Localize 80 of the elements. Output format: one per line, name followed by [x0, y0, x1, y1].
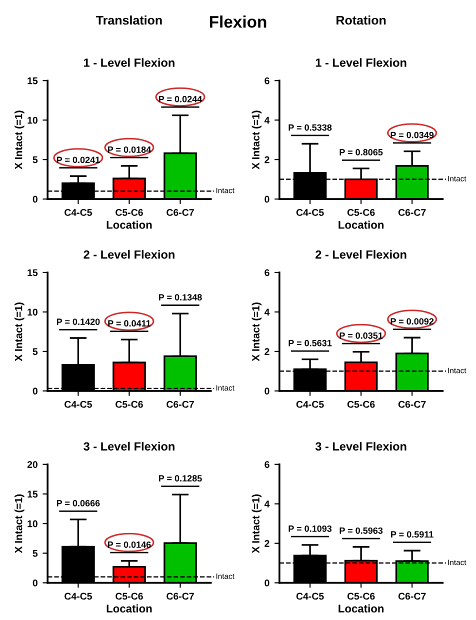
y-tick-label: 0: [32, 388, 38, 395]
y-tick-label: 6: [264, 77, 270, 84]
annotation: P = 0.8065: [340, 149, 383, 156]
y-tick-label: 5: [32, 550, 38, 557]
y-tick-label: 0: [32, 580, 38, 586]
chart-title: 3 - Level Flexion: [315, 442, 406, 451]
y-axis-title: X Intact (=1): [252, 110, 262, 170]
x-tick-label: C5-C6: [116, 400, 143, 408]
chart-title: 1 - Level Flexion: [84, 58, 174, 67]
y-tick-label: 5: [32, 156, 38, 164]
y-tick-label: 10: [28, 308, 38, 316]
x-tick-label: C6-C7: [166, 209, 194, 216]
x-tick-label: C6-C7: [398, 592, 426, 600]
x-tick-label: C5-C6: [347, 400, 375, 408]
annotation: P = 0.5631: [288, 340, 332, 346]
y-tick-label: 0: [264, 196, 270, 203]
annotation: P = 0.0241: [56, 156, 100, 164]
chart-title: 2 - Level Flexion: [84, 250, 174, 259]
x-axis-title: Location: [338, 220, 384, 229]
text: Flexion: [210, 16, 266, 28]
annotation: P = 0.5963: [340, 527, 383, 534]
annotation: P = 0.0411: [108, 320, 151, 327]
x-tick-label: C5-C6: [347, 592, 375, 600]
y-tick-label: 2: [264, 348, 270, 355]
annotation: P = 0.1285: [158, 475, 202, 482]
y-axis-title: X Intact (=1): [14, 494, 24, 554]
y-tick-label: 15: [28, 269, 38, 276]
x-tick-label: C4-C5: [64, 209, 92, 216]
x-tick-label: C6-C7: [398, 209, 426, 216]
chart-title: 1 - Level Flexion: [316, 58, 406, 67]
y-tick-label: 4: [264, 500, 270, 508]
y-axis-title: X Intact (=1): [14, 302, 24, 362]
y-tick-label: 15: [28, 490, 38, 498]
y-tick-label: 4: [264, 308, 270, 316]
y-tick-label: 0: [264, 388, 270, 395]
annotation: P = 0.5911: [391, 531, 434, 538]
x-axis-title: Location: [106, 220, 152, 229]
y-tick-label: 20: [27, 461, 38, 468]
y-tick-label: 6: [264, 269, 270, 276]
x-tick-label: C4-C5: [296, 209, 324, 216]
annotation: P = 0.5338: [288, 124, 332, 131]
x-tick-label: C4-C5: [64, 592, 92, 600]
x-tick-label: C4-C5: [296, 400, 324, 408]
y-tick-label: 2: [264, 540, 270, 547]
x-tick-label: C5-C6: [347, 209, 375, 216]
x-tick-label: C5-C6: [116, 592, 143, 600]
annotation: P = 0.0349: [390, 132, 434, 138]
x-tick-label: C6-C7: [166, 400, 194, 408]
annotation: P = 0.1093: [288, 525, 332, 532]
y-tick-label: 0: [264, 580, 270, 586]
y-tick-label: 4: [264, 116, 270, 124]
y-tick-label: 5: [32, 348, 38, 356]
annotation: P = 0.0244: [158, 96, 202, 102]
y-axis-title: X Intact (=1): [252, 494, 262, 554]
annotation: P = 0.0666: [56, 500, 100, 506]
chart-title: 3 - Level Flexion: [84, 442, 174, 451]
y-tick-label: 10: [28, 116, 38, 124]
x-tick-label: C5-C6: [116, 209, 143, 216]
y-tick-label: 0: [32, 196, 38, 203]
chart-title: 2 - Level Flexion: [316, 250, 406, 259]
y-axis-title: X Intact (=1): [252, 302, 262, 362]
x-axis-title: Location: [338, 604, 384, 613]
x-tick-label: C6-C7: [398, 400, 426, 408]
x-tick-label: C6-C7: [166, 592, 194, 600]
x-tick-label: C4-C5: [64, 400, 92, 408]
y-tick-label: 15: [28, 77, 38, 84]
x-axis-title: Location: [106, 604, 152, 613]
annotation: P = 0.0146: [108, 541, 151, 548]
annotation: P = 0.1420: [56, 318, 100, 325]
x-tick-label: C4-C5: [296, 592, 324, 600]
annotation: P = 0.0351: [340, 332, 383, 339]
y-tick-label: 6: [264, 461, 270, 468]
annotation: P = 0.1348: [158, 294, 202, 301]
annotation: P = 0.0184: [108, 146, 152, 153]
y-axis-title: X Intact (=1): [14, 110, 24, 170]
chart-subtitle: Rotation: [336, 16, 386, 25]
annotation: P = 0.0092: [390, 318, 434, 325]
y-tick-label: 2: [264, 156, 270, 164]
chart-subtitle: Translation: [96, 16, 162, 25]
y-tick-label: 10: [28, 520, 38, 528]
